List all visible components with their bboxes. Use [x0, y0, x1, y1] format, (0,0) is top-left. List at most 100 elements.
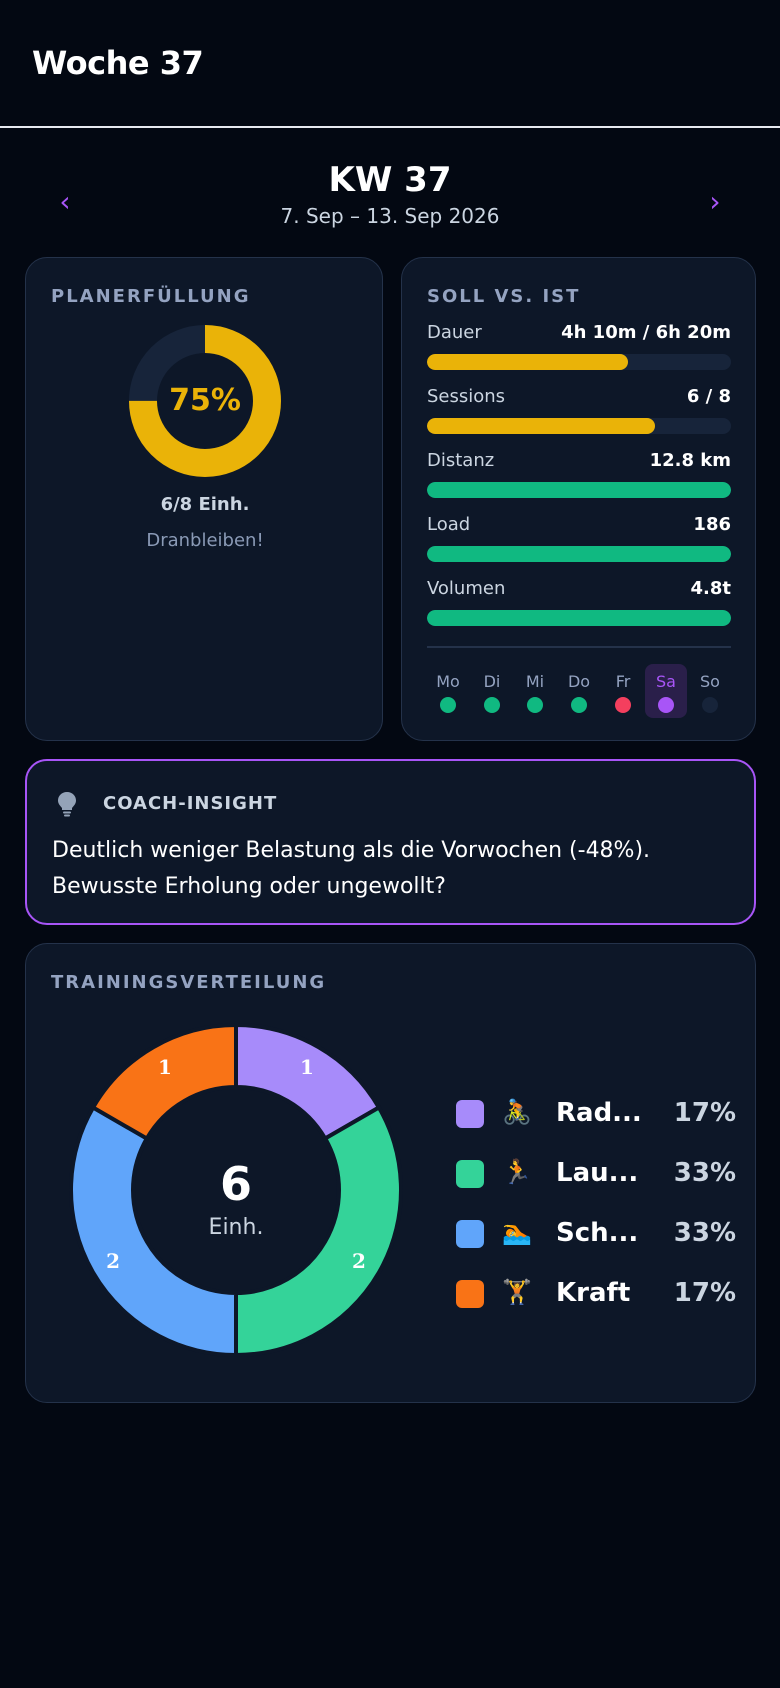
metric-value: 4.8t — [690, 578, 732, 599]
weekday-status-row: Mo Di Mi Do Fr Sa So — [427, 664, 731, 718]
day-label: Do — [567, 672, 591, 691]
metric-value: 4h 10m / 6h 20m — [561, 322, 731, 343]
legend-color-swatch — [456, 1160, 484, 1188]
plan-card-title: PLANERFÜLLUNG — [51, 286, 251, 307]
legend-item: 🏃 Lau... 33% — [456, 1144, 736, 1204]
divider — [427, 646, 731, 648]
distribution-card-title: TRAININGSVERTEILUNG — [51, 972, 327, 993]
weightlifting-icon: 🏋 — [502, 1278, 532, 1306]
metric-row: Distanz 12.8 km — [427, 450, 731, 500]
day-label: Sa — [656, 672, 676, 691]
soll-card-title: SOLL VS. IST — [427, 286, 581, 307]
legend-item: 🏊 Sch... 33% — [456, 1204, 736, 1264]
metric-progress-track — [427, 610, 731, 626]
day-status-dot — [484, 697, 500, 713]
day-so[interactable]: So — [689, 664, 731, 718]
metric-value: 6 / 8 — [686, 386, 731, 407]
plan-progress-ring — [129, 325, 281, 477]
day-status-dot — [571, 697, 587, 713]
metric-progress-track — [427, 482, 731, 498]
plan-unit-count: 6/8 Einh. — [160, 494, 250, 515]
donut-slice-label: 1 — [300, 1055, 314, 1079]
legend-label: Sch... — [556, 1218, 639, 1248]
metric-row: Dauer 4h 10m / 6h 20m — [427, 322, 731, 372]
day-label: Di — [483, 672, 501, 691]
legend-color-swatch — [456, 1100, 484, 1128]
metric-progress-fill — [427, 482, 731, 498]
swimming-icon: 🏊 — [502, 1218, 532, 1246]
app-header: Woche 37 — [0, 0, 780, 128]
metric-label: Load — [427, 514, 471, 535]
plan-message: Dranbleiben! — [146, 530, 264, 551]
legend-percent: 17% — [673, 1098, 736, 1128]
distribution-donut-chart: 1 2 2 1 6 Einh. — [69, 1022, 403, 1358]
metric-progress-track — [427, 418, 731, 434]
plan-ring-fill — [129, 325, 281, 477]
distribution-legend: 🚴 Rad... 17% 🏃 Lau... 33% 🏊 Sch... 33% 🏋 Kraft 17% — [456, 1084, 736, 1324]
chevron-left-icon[interactable]: ‹ — [59, 185, 71, 218]
plan-percent: 75% — [169, 383, 241, 418]
metric-row: Volumen 4.8t — [427, 578, 731, 628]
cycling-icon: 🚴 — [502, 1098, 532, 1126]
donut-slice-weightlifting — [90, 1022, 238, 1142]
day-label: So — [700, 672, 720, 691]
week-navigator: ‹ KW 37 7. Sep – 13. Sep 2026 › — [0, 150, 780, 240]
day-label: Mo — [436, 672, 460, 691]
distribution-unit: Einh. — [209, 1215, 264, 1240]
running-icon: 🏃 — [502, 1158, 532, 1186]
day-fr[interactable]: Fr — [602, 664, 644, 718]
legend-percent: 17% — [673, 1278, 736, 1308]
donut-slice-running — [234, 1104, 403, 1358]
metric-row: Load 186 — [427, 514, 731, 564]
day-di[interactable]: Di — [471, 664, 513, 718]
legend-item: 🚴 Rad... 17% — [456, 1084, 736, 1144]
metric-label: Distanz — [427, 450, 495, 471]
training-distribution-card: TRAININGSVERTEILUNG 1 2 2 1 6 Einh. 🚴 Rad...… — [25, 943, 756, 1403]
distribution-total: 6 — [220, 1157, 252, 1211]
metric-progress-fill — [427, 354, 628, 370]
plan-fulfillment-card: PLANERFÜLLUNG 75% 6/8 Einh. Dranbleiben! — [25, 257, 383, 741]
legend-percent: 33% — [673, 1218, 736, 1248]
legend-percent: 33% — [673, 1158, 736, 1188]
donut-slice-label: 1 — [158, 1055, 172, 1079]
week-date-range: 7. Sep – 13. Sep 2026 — [280, 204, 500, 228]
metric-progress-fill — [427, 610, 731, 626]
metric-progress-track — [427, 354, 731, 370]
day-status-dot — [702, 697, 718, 713]
lightbulb-icon — [58, 792, 76, 817]
metric-progress-fill — [427, 546, 731, 562]
page-title: Woche 37 — [32, 44, 204, 82]
metric-label: Volumen — [427, 578, 506, 599]
day-status-dot — [615, 697, 631, 713]
legend-label: Kraft — [556, 1278, 631, 1308]
day-do[interactable]: Do — [558, 664, 600, 718]
legend-label: Lau... — [556, 1158, 639, 1188]
day-status-dot — [440, 697, 456, 713]
metric-progress-track — [427, 546, 731, 562]
day-status-dot — [658, 697, 674, 713]
legend-item: 🏋 Kraft 17% — [456, 1264, 736, 1324]
day-label: Mi — [525, 672, 545, 691]
day-label: Fr — [615, 672, 631, 691]
donut-slice-label: 2 — [352, 1249, 366, 1273]
coach-insight-card: COACH-INSIGHT Deutlich weniger Belastung… — [25, 759, 756, 925]
day-mo[interactable]: Mo — [427, 664, 469, 718]
week-title: KW 37 — [328, 160, 452, 200]
donut-slice-label: 2 — [106, 1249, 120, 1273]
metric-value: 186 — [693, 514, 731, 535]
legend-color-swatch — [456, 1280, 484, 1308]
donut-slice-swimming — [69, 1104, 238, 1358]
metric-label: Dauer — [427, 322, 482, 343]
coach-insight-title: COACH-INSIGHT — [103, 793, 278, 814]
coach-insight-text: Deutlich weniger Belastung als die Vorwo… — [52, 838, 651, 899]
legend-label: Rad... — [556, 1098, 642, 1128]
metric-row: Sessions 6 / 8 — [427, 386, 731, 436]
soll-vs-ist-card: SOLL VS. IST Dauer 4h 10m / 6h 20m Session… — [401, 257, 756, 741]
day-sa[interactable]: Sa — [645, 664, 687, 718]
metric-label: Sessions — [427, 386, 506, 407]
day-status-dot — [527, 697, 543, 713]
metric-value: 12.8 km — [649, 450, 731, 471]
metric-progress-fill — [427, 418, 655, 434]
day-mi[interactable]: Mi — [514, 664, 556, 718]
chevron-right-icon[interactable]: › — [709, 185, 721, 218]
